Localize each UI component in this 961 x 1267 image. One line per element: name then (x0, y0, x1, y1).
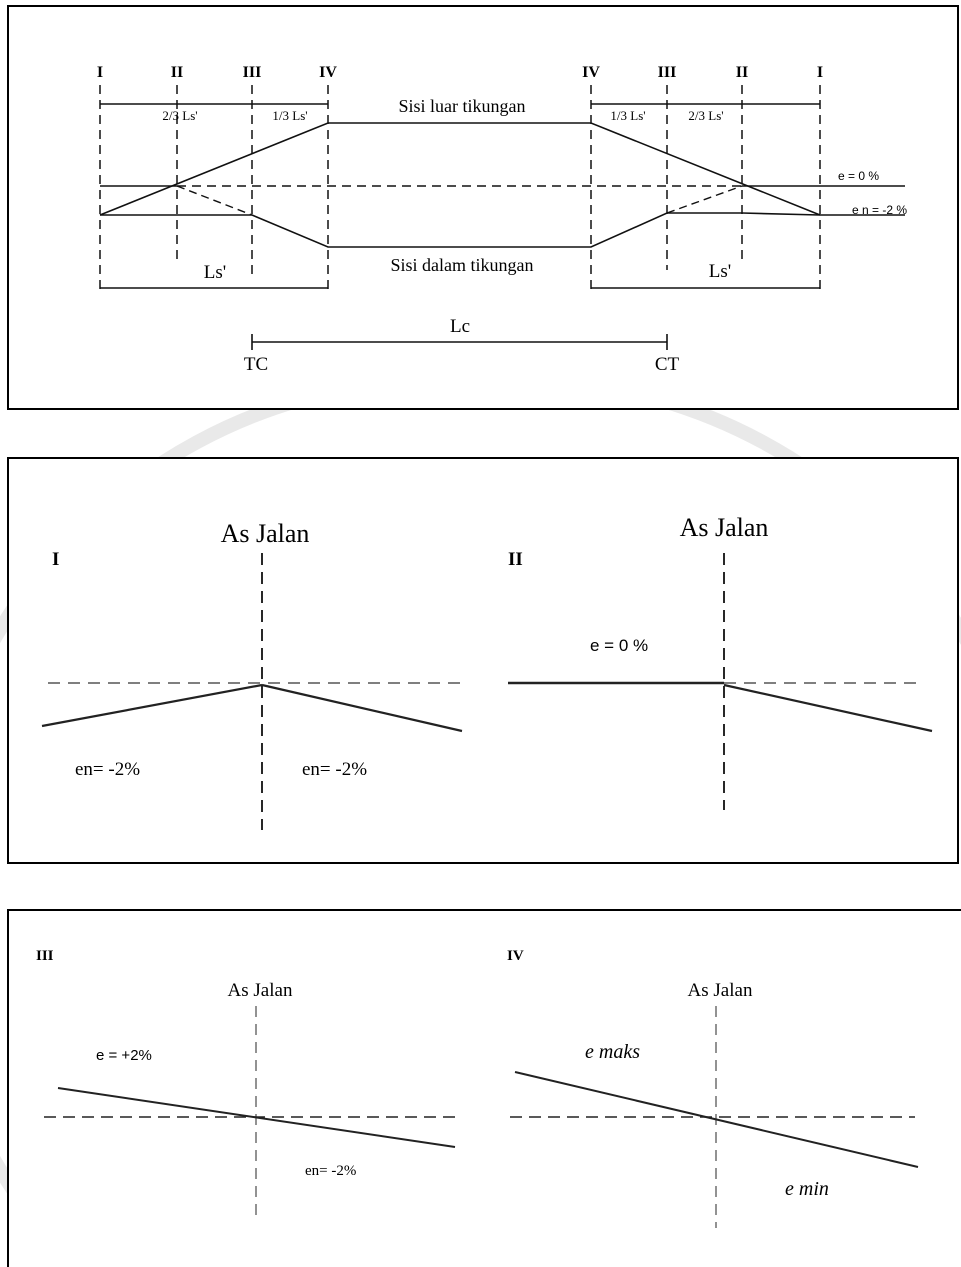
panel-sections-III-IV: III As Jalan e = +2% en= -2% IV As Jalan… (7, 909, 961, 1267)
station-label-right-I: I (817, 64, 823, 81)
e-zero-label: e = 0 % (838, 169, 879, 183)
ls-label-left: Ls' (204, 262, 226, 283)
outer-edge-label: Sisi luar tikungan (399, 96, 526, 116)
station-label-left-I: I (97, 64, 103, 81)
ct-label: CT (655, 354, 680, 375)
section-I-roman: I (52, 549, 59, 570)
panel-transition: I II III IV IV III II I 2/3 Ls' 1/3 Ls' … (7, 5, 959, 410)
section-IV-bottom-label: e min (785, 1178, 829, 1200)
section-II-label: e = 0 % (590, 636, 648, 655)
tc-label: TC (244, 354, 268, 375)
station-lines (99, 85, 821, 292)
section-I-axis-label: As Jalan (221, 519, 310, 548)
section-IV-axis-label: As Jalan (688, 980, 753, 1001)
section-III-axis-label: As Jalan (228, 980, 293, 1001)
section-IV-top-label: e maks (585, 1041, 640, 1063)
section-II-axis-label: As Jalan (680, 513, 769, 542)
outer-edge-line (99, 122, 821, 216)
segment-label-right-2-3: 2/3 Ls' (688, 108, 723, 123)
section-IV-roman: IV (507, 948, 524, 964)
en-label: e n = -2 % (852, 203, 907, 217)
station-label-right-II: II (736, 64, 748, 81)
section-II-right-slope (723, 683, 933, 733)
station-label-right-III: III (658, 64, 677, 81)
ls-label-right: Ls' (709, 261, 731, 282)
section-I-right-label: en= -2% (302, 759, 367, 780)
segment-label-left-2-3: 2/3 Ls' (162, 108, 197, 123)
dashed-transition-right (666, 185, 743, 214)
section-I-right-slope (261, 683, 463, 733)
section-IV-slope (514, 1071, 919, 1168)
section-III-right-label: en= -2% (305, 1163, 356, 1179)
inner-edge-label: Sisi dalam tikungan (391, 255, 534, 275)
station-label-left-IV: IV (319, 64, 337, 81)
lc-label: Lc (450, 316, 470, 337)
section-III-left-label: e = +2% (96, 1047, 152, 1064)
station-label-right-IV: IV (582, 64, 600, 81)
dashed-transition-left (176, 185, 253, 216)
section-I-left-label: en= -2% (75, 759, 140, 780)
section-I-left-slope (41, 683, 263, 728)
station-label-left-III: III (243, 64, 262, 81)
panel-sections-I-II: I As Jalan en= -2% en= -2% II As Jalan e… (7, 457, 959, 864)
section-III-roman: III (36, 948, 54, 964)
station-label-left-II: II (171, 64, 183, 81)
section-III-slope (57, 1087, 456, 1148)
segment-label-left-1-3: 1/3 Ls' (272, 108, 307, 123)
segment-label-right-1-3: 1/3 Ls' (610, 108, 645, 123)
section-II-roman: II (508, 549, 523, 570)
